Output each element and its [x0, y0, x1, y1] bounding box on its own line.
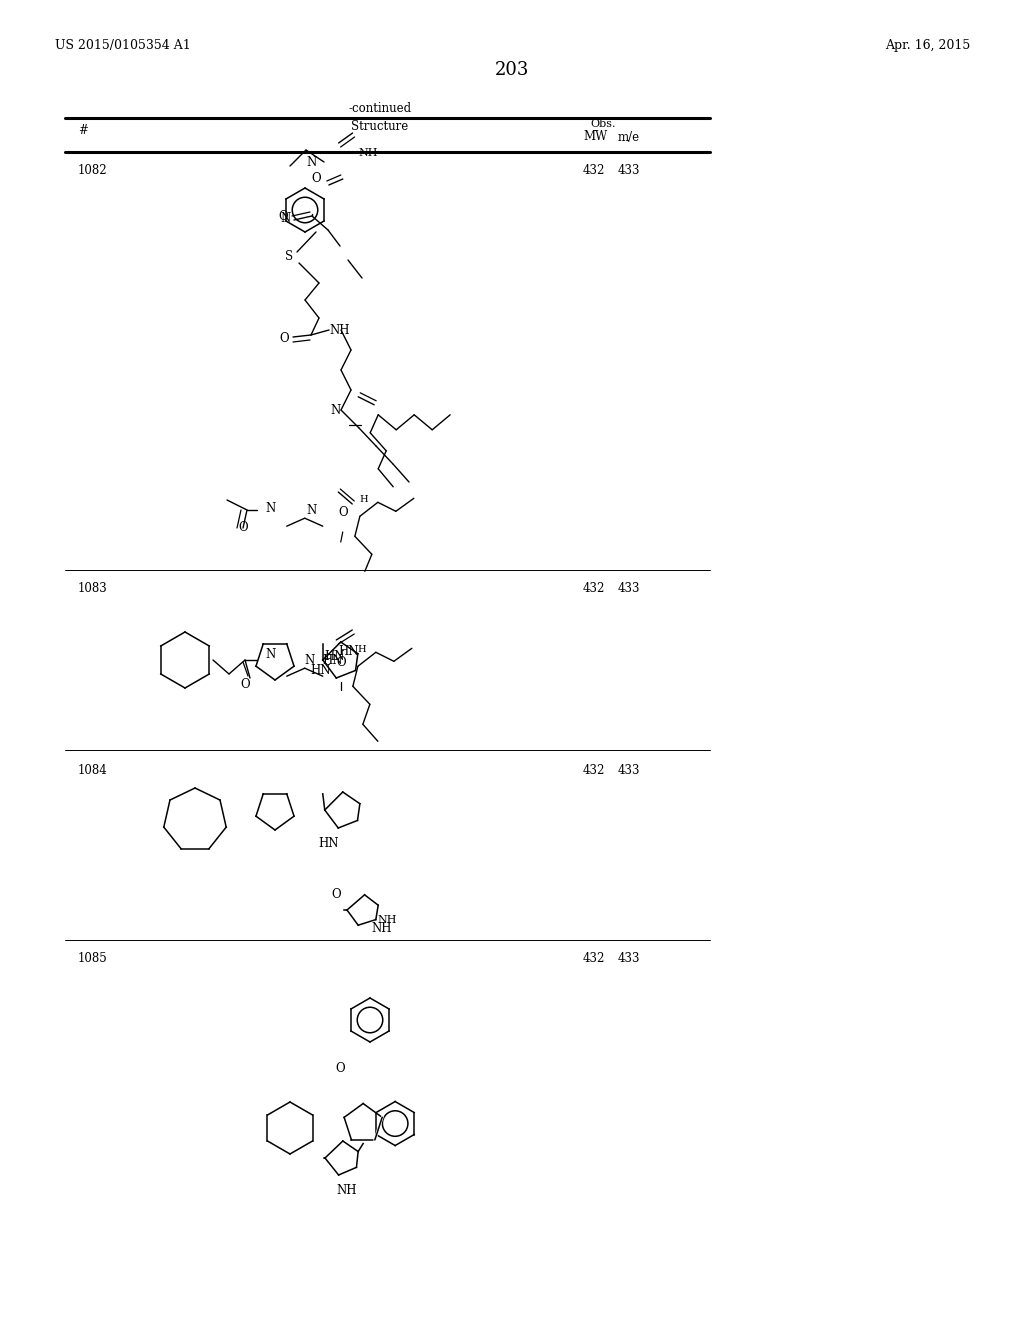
Text: 1084: 1084 — [78, 763, 108, 776]
Text: NH: NH — [329, 323, 349, 337]
Text: O: O — [338, 506, 347, 519]
Text: O: O — [336, 656, 345, 668]
Text: 203: 203 — [495, 61, 529, 79]
Text: 433: 433 — [618, 763, 640, 776]
Text: 1082: 1082 — [78, 164, 108, 177]
Text: O: O — [280, 331, 289, 345]
Text: 432: 432 — [583, 164, 605, 177]
Text: O: O — [335, 1061, 345, 1074]
Text: H: H — [357, 645, 367, 653]
Text: NH: NH — [358, 148, 378, 157]
Text: Structure: Structure — [351, 120, 409, 133]
Text: NH: NH — [378, 915, 397, 924]
Text: N: N — [307, 156, 317, 169]
Text: O: O — [311, 173, 321, 186]
Text: HN: HN — [325, 649, 345, 663]
Text: N: N — [266, 502, 276, 515]
Text: H: H — [359, 495, 369, 504]
Text: 432: 432 — [583, 582, 605, 594]
Text: HN: HN — [322, 653, 342, 667]
Text: 433: 433 — [618, 582, 640, 594]
Text: 432: 432 — [583, 952, 605, 965]
Text: O: O — [331, 888, 341, 902]
Text: US 2015/0105354 A1: US 2015/0105354 A1 — [55, 38, 190, 51]
Text: N: N — [281, 211, 291, 224]
Text: Apr. 16, 2015: Apr. 16, 2015 — [885, 38, 970, 51]
Text: -continued: -continued — [348, 102, 412, 115]
Text: m/e: m/e — [618, 131, 640, 144]
Text: NH: NH — [337, 1184, 357, 1197]
Text: HN: HN — [338, 645, 358, 657]
Text: 1083: 1083 — [78, 582, 108, 594]
Text: 432: 432 — [583, 763, 605, 776]
Text: HN: HN — [318, 837, 339, 850]
Text: O: O — [279, 210, 288, 223]
Text: N: N — [306, 503, 316, 516]
Text: O: O — [239, 521, 248, 535]
Text: 1085: 1085 — [78, 952, 108, 965]
Text: N: N — [304, 653, 314, 667]
Text: MW: MW — [583, 131, 607, 144]
Text: #: # — [78, 124, 88, 137]
Text: O: O — [241, 677, 250, 690]
Text: NH: NH — [371, 921, 391, 935]
Text: 433: 433 — [618, 952, 640, 965]
Text: S: S — [285, 251, 293, 264]
Text: N: N — [331, 404, 341, 417]
Text: Obs.: Obs. — [590, 119, 615, 129]
Text: 433: 433 — [618, 164, 640, 177]
Text: N: N — [266, 648, 276, 661]
Text: HN: HN — [310, 664, 331, 676]
